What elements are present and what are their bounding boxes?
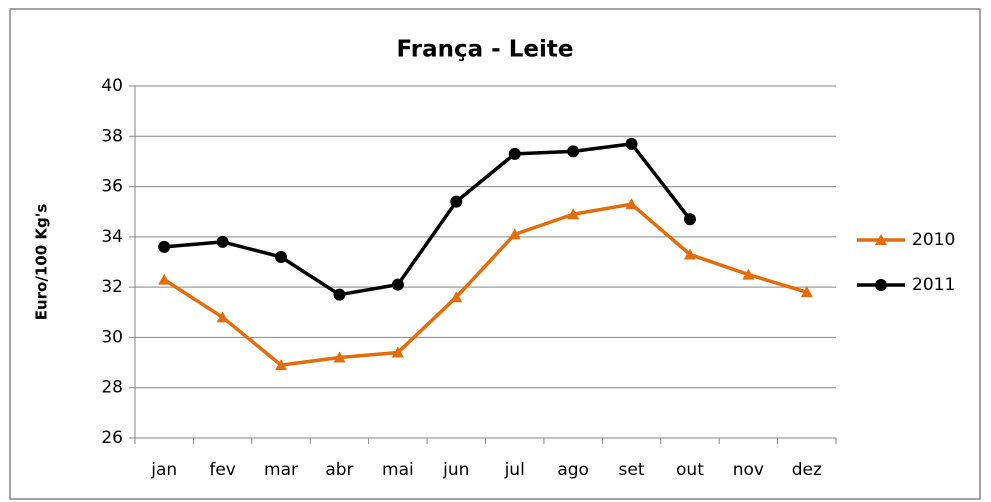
data-point — [508, 147, 521, 160]
data-point — [567, 208, 580, 220]
data-point — [158, 240, 171, 253]
x-tick-label: mar — [264, 460, 298, 480]
y-tick-label: 40 — [101, 76, 123, 96]
x-tick-label: jul — [504, 460, 525, 480]
data-point — [508, 228, 521, 240]
data-point — [625, 198, 638, 210]
data-point — [333, 288, 346, 301]
x-tick-label: dez — [792, 460, 822, 480]
legend-marker — [875, 279, 887, 291]
x-tick-label: out — [676, 460, 704, 480]
y-tick-label: 30 — [101, 327, 123, 347]
data-point — [333, 351, 346, 363]
data-point — [742, 268, 755, 280]
data-point — [158, 273, 171, 285]
x-tick-label: set — [619, 460, 645, 480]
y-tick-label: 28 — [101, 378, 123, 398]
data-point — [275, 359, 288, 371]
series-line — [164, 142, 692, 297]
data-point — [683, 213, 696, 226]
data-point — [625, 137, 638, 150]
y-tick-label: 36 — [101, 177, 123, 197]
x-tick-label: nov — [733, 460, 764, 480]
y-tick-label: 32 — [101, 277, 123, 297]
data-point — [450, 195, 463, 208]
x-tick-label: fev — [209, 460, 236, 480]
data-point — [216, 235, 229, 248]
data-point — [683, 248, 696, 260]
legend-label: 2011 — [912, 275, 955, 295]
x-tick-label: ago — [557, 460, 589, 480]
x-tick-label: jun — [442, 460, 469, 480]
data-point — [800, 286, 813, 298]
legend-label: 2010 — [912, 230, 955, 250]
data-point — [216, 311, 229, 323]
x-tick-label: abr — [325, 460, 353, 480]
data-point — [450, 291, 463, 303]
chart-title: França - Leite — [397, 37, 574, 63]
legend-marker — [875, 234, 887, 245]
data-point — [391, 346, 404, 358]
y-axis-label: Euro/100 Kg's — [33, 204, 51, 321]
data-point — [275, 250, 288, 263]
y-tick-label: 38 — [101, 126, 123, 146]
y-tick-label: 34 — [101, 227, 123, 247]
data-point — [391, 278, 404, 291]
data-point — [567, 145, 580, 158]
x-tick-label: mai — [382, 460, 414, 480]
y-tick-label: 26 — [101, 428, 123, 448]
x-tick-label: jan — [150, 460, 177, 480]
series-line — [163, 202, 808, 367]
